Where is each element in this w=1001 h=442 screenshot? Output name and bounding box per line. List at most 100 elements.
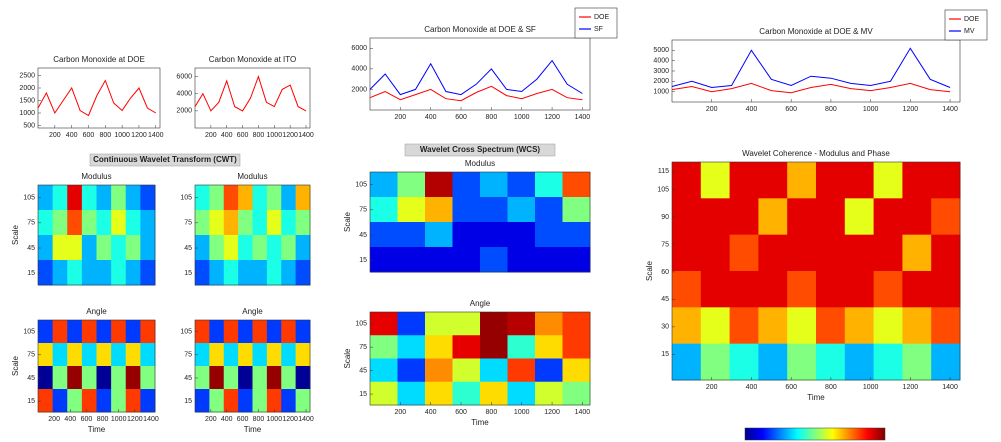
heatmap-cell <box>902 307 931 344</box>
heatmap-cell <box>253 366 268 390</box>
y-tick-label: 2000 <box>19 85 35 92</box>
heatmap-cell <box>209 260 224 286</box>
x-tick-label: 1200 <box>903 106 919 113</box>
x-tick-label: 1400 <box>575 409 591 416</box>
heatmap-cell <box>931 271 960 308</box>
heatmap-cell <box>902 344 931 381</box>
chart-title: Angle <box>86 307 107 316</box>
x-tick-label: 1000 <box>267 132 283 139</box>
x-tick-label: 600 <box>237 416 249 423</box>
heatmap-cell <box>53 235 68 261</box>
y-tick-label: 75 <box>661 241 669 248</box>
y-tick-label: 2500 <box>19 72 35 79</box>
y-tick-label: 105 <box>180 328 192 335</box>
heatmap-cell <box>370 382 398 406</box>
heatmap-cell <box>370 359 398 383</box>
heatmap-cell <box>296 210 311 236</box>
heatmap-cell <box>97 320 112 344</box>
heatmap-cell <box>82 260 97 286</box>
heatmap-cell <box>902 271 931 308</box>
heatmap-cell <box>267 366 282 390</box>
heatmap-cell <box>253 185 268 211</box>
heatmap-cell <box>281 185 296 211</box>
heatmap-cell <box>535 247 563 273</box>
heatmap-cell <box>82 320 97 344</box>
heatmap-cell <box>111 366 126 390</box>
heatmap-cell <box>370 222 398 248</box>
heatmap-cell <box>140 260 155 286</box>
heatmap-cell <box>730 198 759 235</box>
x-tick-label: 400 <box>425 409 437 416</box>
heatmap-cell <box>281 343 296 367</box>
heatmap-cell <box>238 185 253 211</box>
heatmap-cell <box>67 366 82 390</box>
section-label: Continuous Wavelet Transform (CWT) <box>93 155 237 164</box>
heatmap-cell <box>672 162 701 199</box>
heatmap-cell <box>97 389 112 413</box>
chart-title: Carbon Monoxide at DOE & MV <box>759 27 873 36</box>
heatmap-cell <box>370 197 398 223</box>
x-axis-label: Time <box>244 425 262 434</box>
heatmap-cell <box>398 335 426 359</box>
heatmap-cell <box>508 247 536 273</box>
y-tick-label: 105 <box>355 321 367 328</box>
x-tick-label: 1200 <box>131 132 147 139</box>
heatmap-cell <box>874 235 903 272</box>
heatmap-cell <box>508 359 536 383</box>
y-tick-label: 15 <box>27 270 35 277</box>
y-tick-label: 2000 <box>176 108 192 115</box>
heatmap-cell <box>508 312 536 336</box>
y-tick-label: 15 <box>184 270 192 277</box>
x-tick-label: 600 <box>81 416 93 423</box>
heatmap-cell <box>672 271 701 308</box>
x-tick-label: 1000 <box>863 106 879 113</box>
heatmap-cell <box>508 222 536 248</box>
heatmap-cell <box>398 172 426 198</box>
y-tick-label: 45 <box>184 375 192 382</box>
heatmap-cell <box>480 172 508 198</box>
legend-label: SF <box>594 26 603 33</box>
heatmap-cell <box>453 312 481 336</box>
plot-area <box>195 68 310 128</box>
x-tick-label: 1400 <box>298 416 314 423</box>
heatmap-cell <box>238 210 253 236</box>
heatmap-cell <box>563 359 591 383</box>
heatmap-cell <box>816 198 845 235</box>
heatmap-cell <box>730 235 759 272</box>
x-tick-label: 800 <box>97 416 109 423</box>
heatmap-cell <box>845 162 874 199</box>
heatmap-cell <box>701 344 730 381</box>
heatmap-cell <box>480 247 508 273</box>
legend-box <box>575 8 617 38</box>
heatmap-cell <box>672 198 701 235</box>
heatmap-cell <box>425 197 453 223</box>
y-tick-label: 105 <box>180 194 192 201</box>
y-tick-label: 4000 <box>351 66 367 73</box>
x-tick-label: 1200 <box>544 409 560 416</box>
heatmap-cell <box>425 312 453 336</box>
heatmap-cell <box>398 222 426 248</box>
heatmap-cell <box>758 198 787 235</box>
heatmap-cell <box>209 389 224 413</box>
y-tick-label: 4000 <box>176 91 192 98</box>
heatmap-cell <box>97 343 112 367</box>
y-tick-label: 500 <box>23 122 35 129</box>
heatmap-cell <box>111 320 126 344</box>
heatmap-cell <box>816 162 845 199</box>
heatmap-cell <box>758 344 787 381</box>
heatmap-cell <box>195 235 210 261</box>
heatmap-cell <box>126 389 141 413</box>
heatmap-cell <box>787 235 816 272</box>
heatmap-cell <box>238 343 253 367</box>
x-tick-label: 800 <box>486 409 498 416</box>
heatmap-cell <box>126 210 141 236</box>
heatmap-cell <box>787 198 816 235</box>
heatmap-cell <box>535 359 563 383</box>
heatmap-cell <box>296 389 311 413</box>
heatmap-cell <box>53 343 68 367</box>
y-axis-label: Scale <box>11 355 20 376</box>
chart-title: Carbon Monoxide at ITO <box>209 55 296 64</box>
heatmap-cell <box>267 260 282 286</box>
heatmap-cell <box>730 344 759 381</box>
heatmap-cell <box>253 389 268 413</box>
